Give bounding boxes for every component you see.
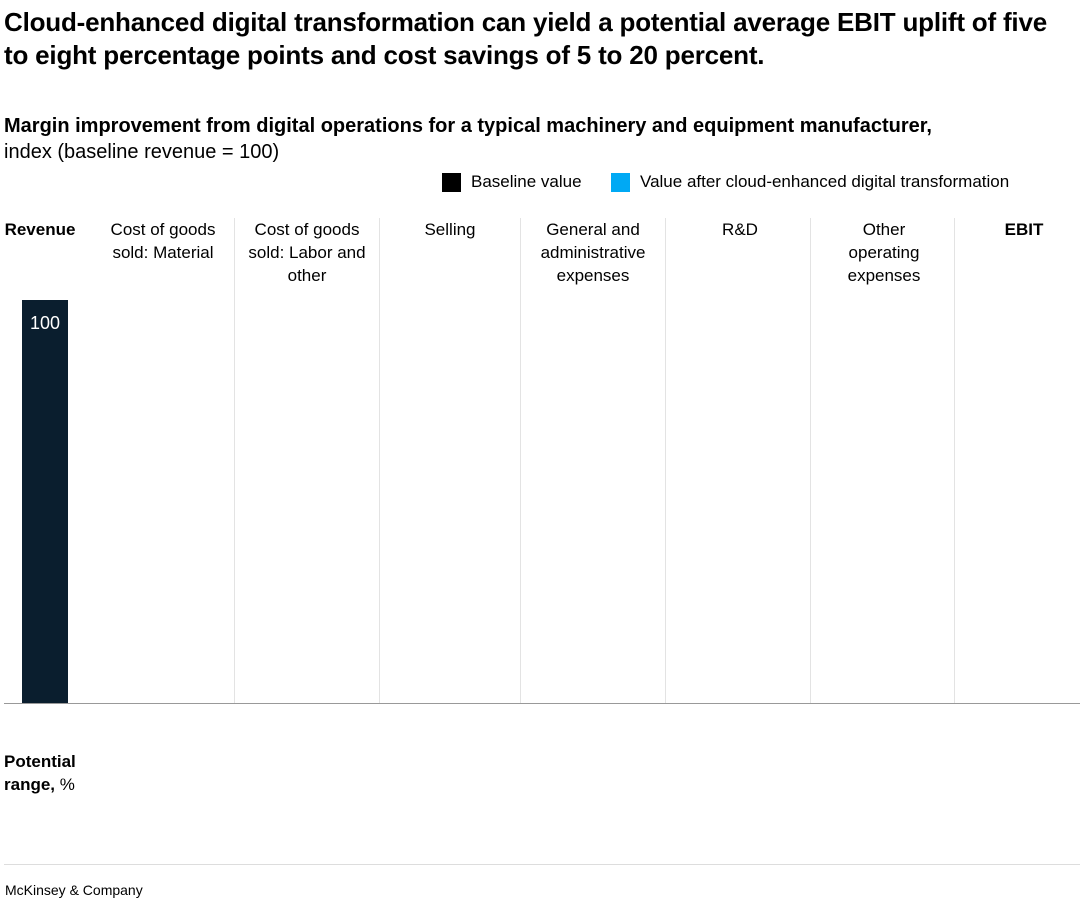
chart-subtitle: Margin improvement from digital operatio… xyxy=(4,115,932,137)
footer-divider xyxy=(4,864,1080,865)
potential-range-bold: Potential range, xyxy=(4,752,76,794)
chart-title: Cloud-enhanced digital transformation ca… xyxy=(4,7,1047,70)
bar-baseline-0 xyxy=(22,300,68,703)
category-label-revenue: Revenue xyxy=(4,220,76,239)
footer-source: McKinsey & Company xyxy=(5,882,143,898)
category-label-cogs-material: Cost of goods sold: Material xyxy=(110,220,216,262)
legend-swatch-baseline xyxy=(442,172,461,192)
category-label-rd: R&D xyxy=(722,220,758,239)
chart-subtitle-unit: index (baseline revenue = 100) xyxy=(4,141,280,163)
legend-label: Baseline value xyxy=(471,172,582,191)
legend-item-baseline: Baseline value xyxy=(442,172,582,192)
category-label-ebit: EBIT xyxy=(1004,220,1044,239)
potential-range-label: Potential range, % xyxy=(4,750,104,796)
category-label-selling: Selling xyxy=(424,220,476,239)
legend-label: Value after cloud-enhanced digital trans… xyxy=(640,172,1010,191)
data-label: 100 xyxy=(30,313,60,333)
category-label-ga: General and administrative expenses xyxy=(540,220,646,285)
category-label-cogs-labor: Cost of goods sold: Labor and other xyxy=(248,220,366,285)
category-label-other-opex: Other operating expenses xyxy=(847,220,921,285)
legend-item-after: Value after cloud-enhanced digital trans… xyxy=(611,172,1009,192)
legend-swatch-after xyxy=(611,172,630,192)
potential-range-unit: % xyxy=(59,775,75,794)
